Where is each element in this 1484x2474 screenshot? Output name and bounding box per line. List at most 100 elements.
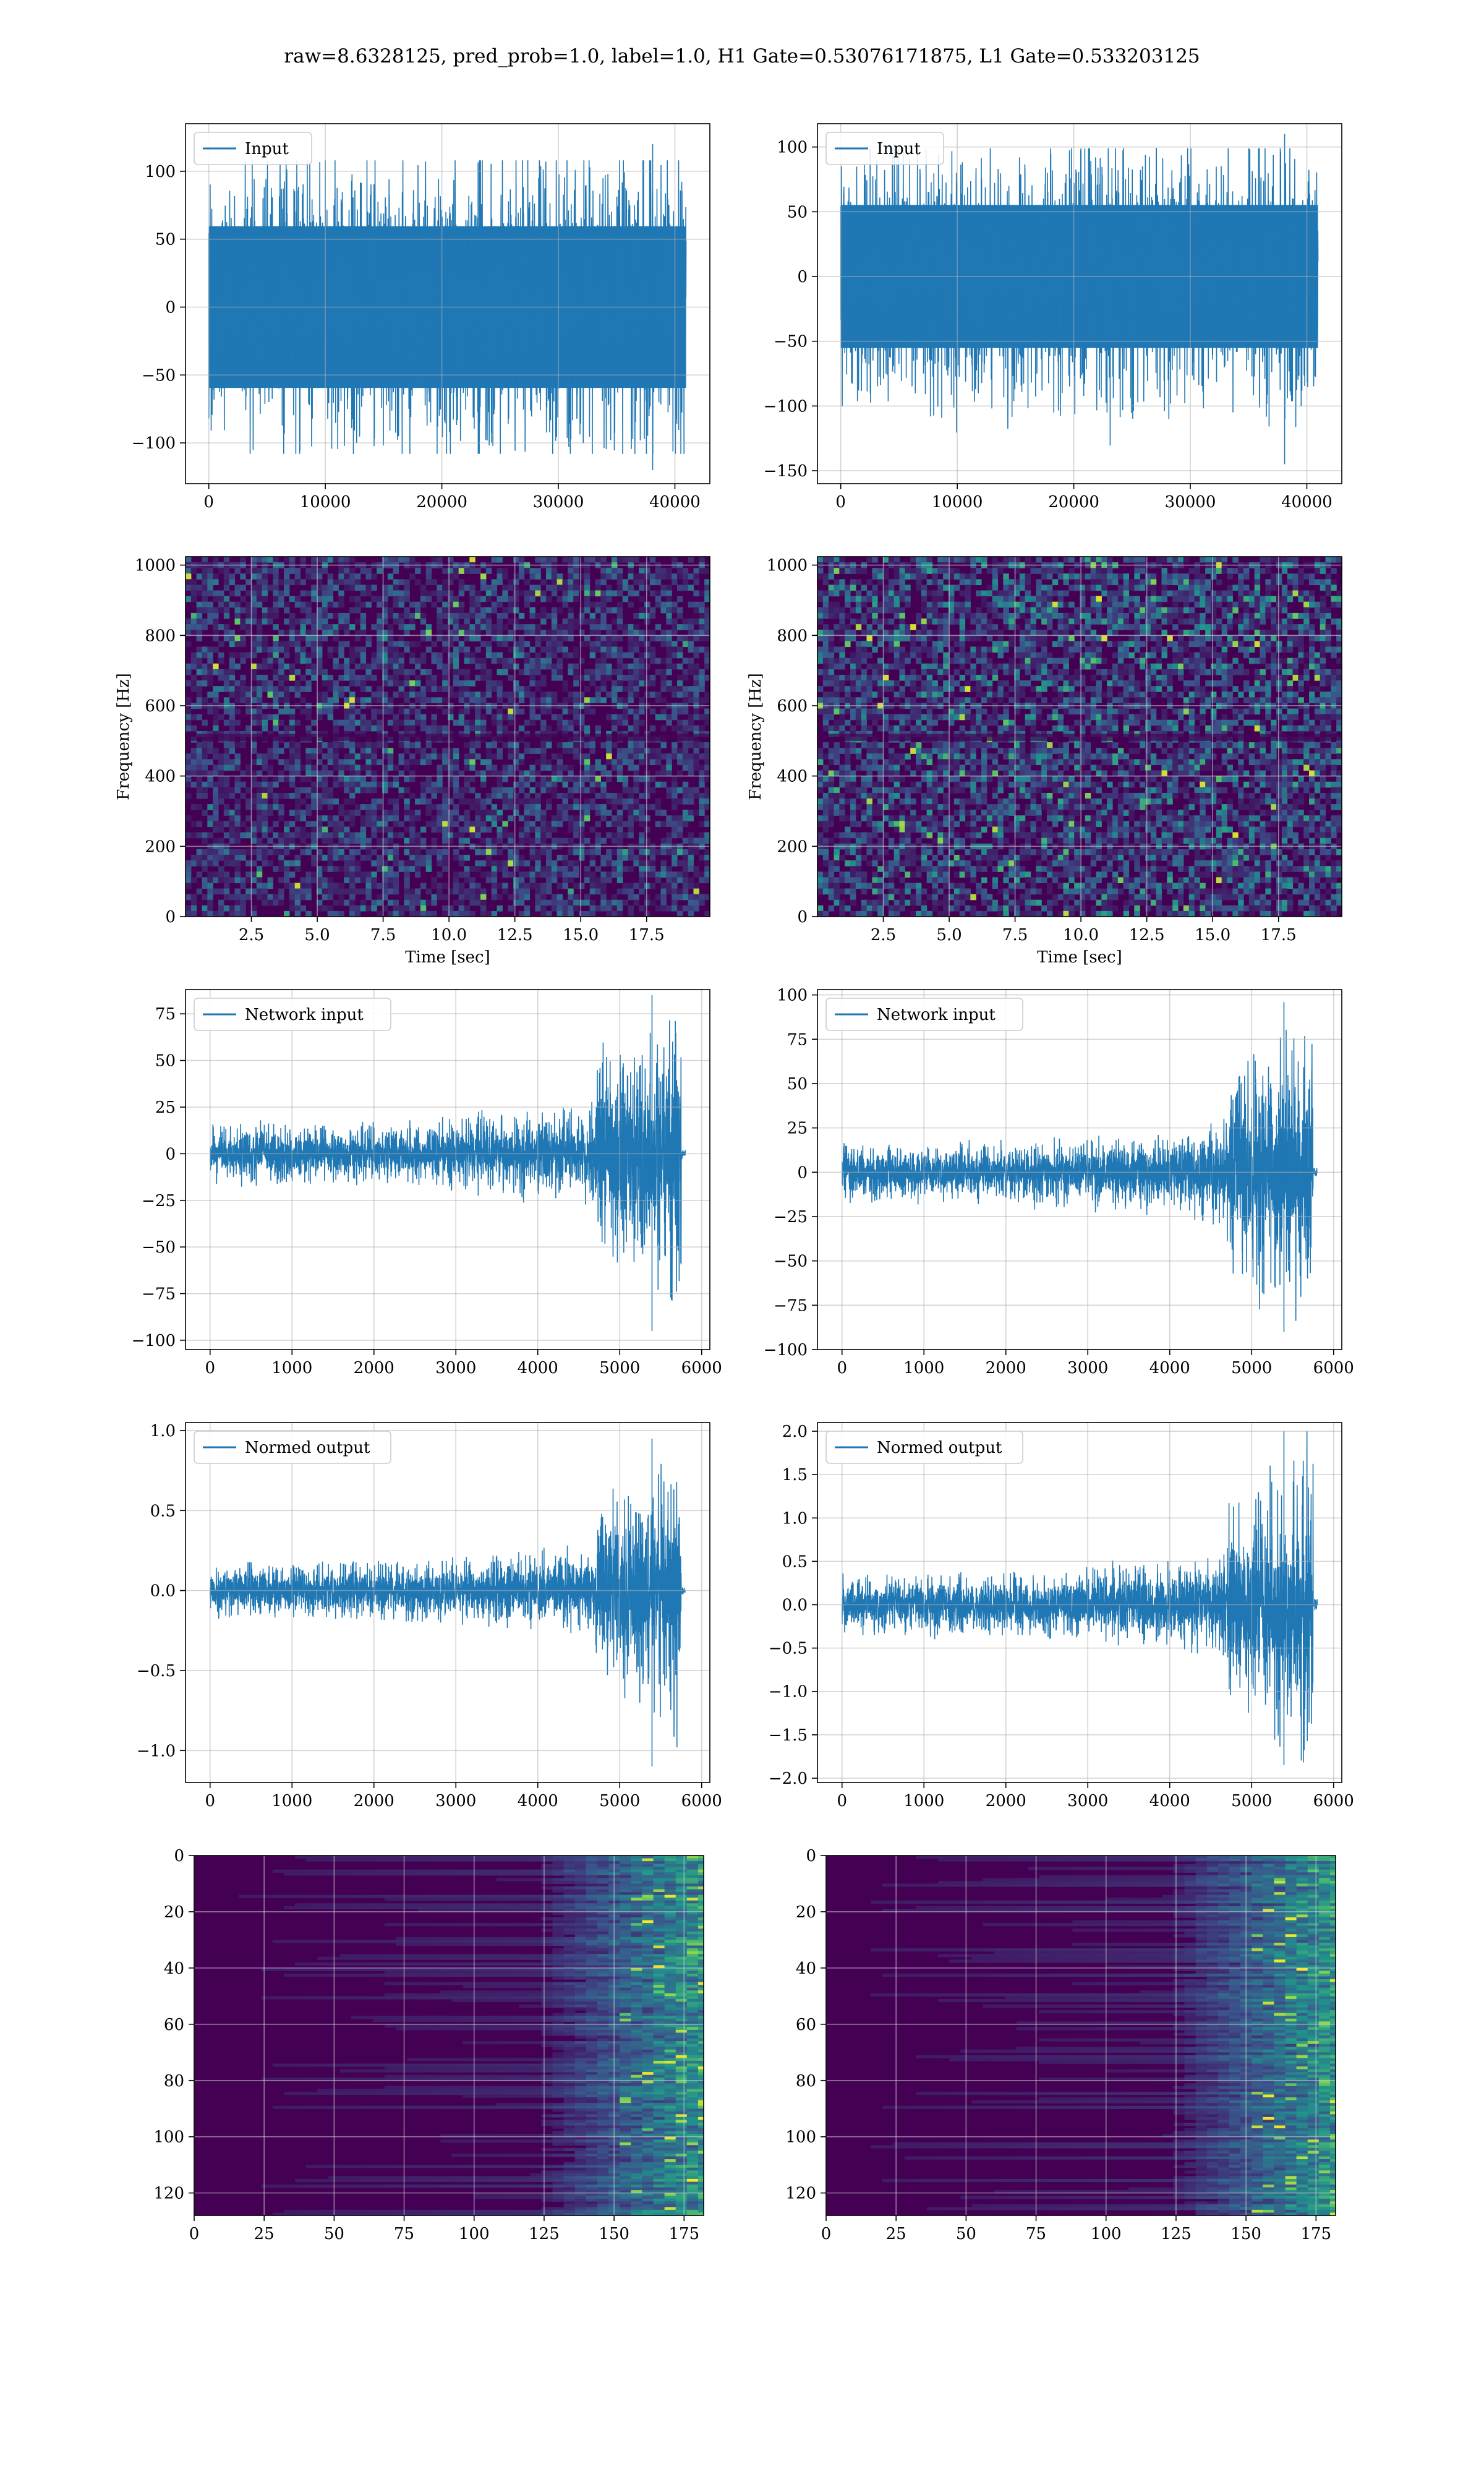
heatmap-cell [365,753,372,760]
heatmap-cell [834,860,840,867]
heatmap-cell [916,657,922,664]
heatmap-cell [442,641,448,648]
heatmap-cell [190,618,197,625]
heatmap-cell [508,748,514,754]
heatmap-cell [437,590,443,597]
heatmap-cell [229,815,236,821]
heatmap-cell [458,871,465,878]
heatmap-cell [278,776,284,782]
heatmap-cell [207,776,213,782]
heatmap-cell [672,815,678,821]
heatmap-cell [437,883,443,889]
heatmap-cell [305,810,312,816]
heatmap-cell [278,590,284,597]
heatmap-cell [186,792,192,799]
heatmap-cell [207,652,213,659]
heatmap-cell [186,557,192,563]
heatmap-cell [883,584,889,591]
heatmap-cell [311,584,317,591]
heatmap-cell [491,770,498,777]
heatmap-cell [480,888,487,895]
heatmap-cell [267,787,273,794]
heatmap-cell [529,748,535,754]
heatmap-cell [186,680,192,687]
heatmap-cell [404,866,410,872]
heatmap-cell [622,624,629,630]
heatmap-cell [317,877,323,884]
heatmap-cell [850,697,856,704]
heatmap-cell [508,714,514,721]
heatmap-cell [251,719,257,726]
heatmap-cell [828,888,835,895]
heatmap-cell [568,708,574,715]
heatmap-cell [360,787,367,794]
heatmap-cell [327,759,334,766]
heatmap-cell [415,663,421,670]
heatmap-cell [469,787,475,794]
heatmap-cell [317,697,323,704]
heatmap-cell [910,899,916,906]
heatmap-cell [344,832,350,839]
heatmap-cell [546,764,552,771]
heatmap-cell [518,854,525,861]
heatmap-cell [485,854,492,861]
heatmap-cell [229,669,236,675]
heatmap-cell [196,770,203,777]
heatmap-cell [672,601,678,608]
heatmap-cell [883,871,889,878]
heatmap-cell [916,781,922,788]
heatmap-cell [546,612,552,619]
heatmap-cell [595,883,601,889]
heatmap-cell [207,584,213,591]
heatmap-cell [475,663,481,670]
heatmap-cell [371,753,377,760]
heatmap-cell [704,798,710,805]
heatmap-cell [932,781,938,788]
heatmap-cell [458,697,465,704]
heatmap-cell [600,860,607,867]
heatmap-cell [223,849,230,855]
heatmap-cell [262,821,268,828]
heatmap-cell [190,652,197,659]
heatmap-cell [202,770,208,777]
heatmap-cell [822,646,829,653]
heatmap-cell [699,630,705,636]
heatmap-cell [612,646,618,653]
heatmap-cell [262,657,268,664]
heatmap-cell [365,764,372,771]
heatmap-cell [877,894,884,901]
heatmap-cell [190,753,197,760]
heatmap-cell [861,596,868,602]
heatmap-cell [186,624,192,630]
heatmap-cell [491,866,498,872]
heatmap-cell [888,804,895,810]
heatmap-cell [518,888,525,895]
heatmap-cell [360,674,367,681]
heatmap-cell [387,798,394,805]
heatmap-cell [502,584,508,591]
heatmap-cell [485,652,492,659]
heatmap-cell [628,691,634,698]
heatmap-cell [508,579,514,586]
heatmap-cell [628,905,634,912]
heatmap-cell [344,674,350,681]
heatmap-cell [278,804,284,810]
heatmap-cell [497,748,503,754]
heatmap-cell [202,669,208,675]
heatmap-cell [371,725,377,732]
heatmap-cell [612,866,618,872]
heatmap-cell [382,883,388,889]
heatmap-cell [437,697,443,704]
heatmap-cell [932,770,938,777]
heatmap-cell [431,804,437,810]
heatmap-cell [899,607,905,614]
heatmap-cell [899,579,905,586]
heatmap-cell [327,596,334,602]
heatmap-cell [606,635,612,641]
heatmap-cell [872,646,878,653]
heatmap-cell [639,607,645,614]
heatmap-cell [278,854,284,861]
heatmap-cell [278,674,284,681]
heatmap-cell [317,849,323,855]
heatmap-cell [344,837,350,844]
